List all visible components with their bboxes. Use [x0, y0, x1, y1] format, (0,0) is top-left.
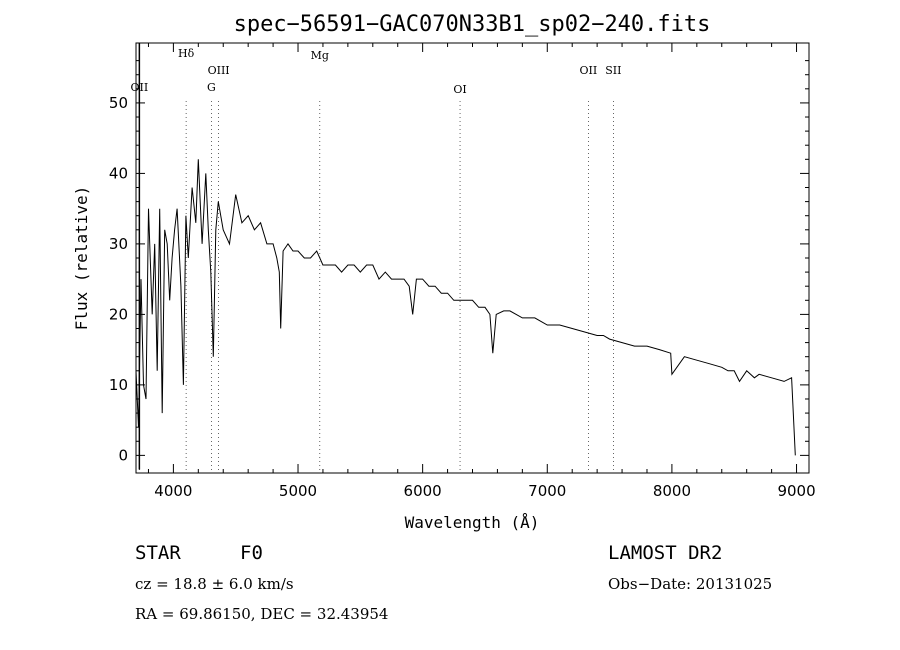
- y-tick-label: 10: [109, 376, 128, 394]
- y-tick-label: 50: [109, 94, 128, 112]
- x-tick-label: 7000: [528, 482, 566, 500]
- object-class: STAR: [135, 542, 181, 564]
- spectrum-line: [135, 159, 796, 456]
- line-label: G: [207, 81, 216, 94]
- line-label: Mg: [311, 49, 329, 62]
- coordinates: RA = 69.86150, DEC = 32.43954: [135, 605, 389, 623]
- line-label: OI: [453, 83, 466, 96]
- x-tick-label: 6000: [404, 482, 442, 500]
- x-axis-label: Wavelength (Å): [405, 513, 540, 532]
- y-axis-label: Flux (relative): [72, 186, 91, 331]
- x-tick-label: 9000: [777, 482, 815, 500]
- y-tick-label: 40: [109, 164, 128, 182]
- line-label: OIII: [208, 64, 230, 77]
- y-tick-label: 20: [109, 305, 128, 323]
- observation-date: Obs−Date: 20131025: [608, 575, 773, 593]
- y-tick-label: 30: [109, 235, 128, 253]
- redshift-readout: cz = 18.8 ± 6.0 km/s: [135, 575, 294, 593]
- chart-title: spec−56591−GAC070N33B1_sp02−240.fits: [234, 12, 711, 37]
- x-tick-label: 4000: [154, 482, 192, 500]
- survey-name: LAMOST DR2: [608, 542, 723, 564]
- line-label: OII: [580, 64, 598, 77]
- x-tick-label: 8000: [653, 482, 691, 500]
- plot-frame: [135, 42, 810, 474]
- line-label: Hδ: [178, 47, 195, 60]
- y-tick-label: 0: [118, 446, 128, 464]
- x-tick-label: 5000: [279, 482, 317, 500]
- spectral-subclass: F0: [240, 542, 263, 564]
- line-label: SII: [605, 64, 621, 77]
